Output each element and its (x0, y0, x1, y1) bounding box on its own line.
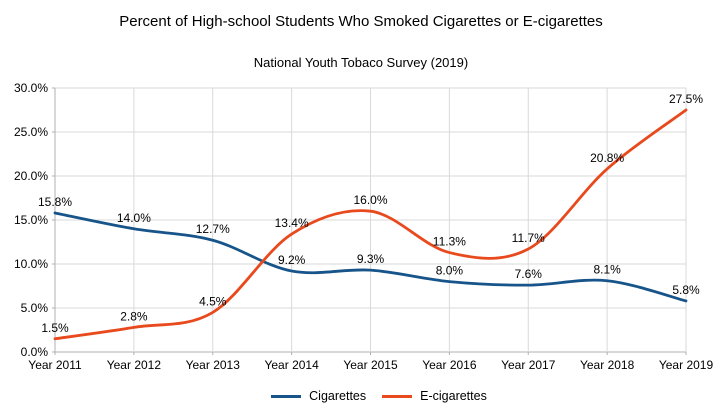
data-label: 9.3% (357, 252, 385, 266)
cigarettes-line-swatch (271, 394, 302, 398)
y-tick-label: 15.0% (14, 213, 48, 227)
x-tick-label: Year 2019 (659, 358, 714, 372)
data-label: 16.0% (353, 193, 387, 207)
y-tick-label: 25.0% (14, 125, 48, 139)
data-label: 7.6% (515, 267, 543, 281)
legend-label-cigarettes: Cigarettes (309, 389, 367, 403)
data-label: 8.0% (436, 264, 464, 278)
legend: Cigarettes E-cigarettes (18, 389, 722, 403)
data-label: 2.8% (120, 309, 148, 323)
cigarettes-line (53, 211, 688, 303)
data-label: 9.2% (278, 253, 306, 267)
x-tick-label: Year 2017 (501, 358, 556, 372)
data-label: 13.4% (275, 216, 309, 230)
data-label: 14.0% (117, 211, 151, 225)
y-tick-label: 5.0% (21, 301, 49, 315)
y-tick-label: 10.0% (14, 257, 48, 271)
data-label: 27.5% (669, 92, 703, 106)
data-label: 11.3% (433, 235, 466, 249)
y-tick-label: 0.0% (21, 345, 49, 359)
chart-subtitle: National Youth Tobaco Survey (2019) (253, 55, 469, 70)
data-label: 11.7% (512, 231, 545, 245)
chart-title: Percent of High-school Students Who Smok… (119, 13, 603, 30)
x-tick-label: Year 2013 (186, 358, 241, 372)
data-label: 8.1% (593, 263, 621, 277)
data-label: 12.7% (196, 222, 230, 236)
x-tick-label: Year 2012 (107, 358, 162, 372)
y-tick-label: 30.0% (14, 81, 48, 95)
legend-item-e-cigarettes: E-cigarettes (382, 389, 487, 403)
x-tick-label: Year 2014 (264, 358, 319, 372)
e-cigarettes-line-swatch (382, 394, 413, 398)
data-label: 20.8% (590, 151, 624, 165)
x-tick-label: Year 2016 (422, 358, 477, 372)
legend-label-e-cigarettes: E-cigarettes (420, 389, 487, 403)
x-tick-label: Year 2015 (343, 358, 398, 372)
data-label: 1.5% (41, 321, 69, 335)
data-label: 4.5% (199, 294, 227, 308)
data-label: 5.8% (672, 283, 700, 297)
y-tick-label: 20.0% (14, 169, 48, 183)
data-label: 15.8% (38, 195, 72, 209)
x-tick-label: Year 2011 (28, 358, 82, 372)
x-tick-label: Year 2018 (580, 358, 635, 372)
legend-item-cigarettes: Cigarettes (271, 389, 366, 403)
e-cigarettes-line (53, 108, 688, 341)
